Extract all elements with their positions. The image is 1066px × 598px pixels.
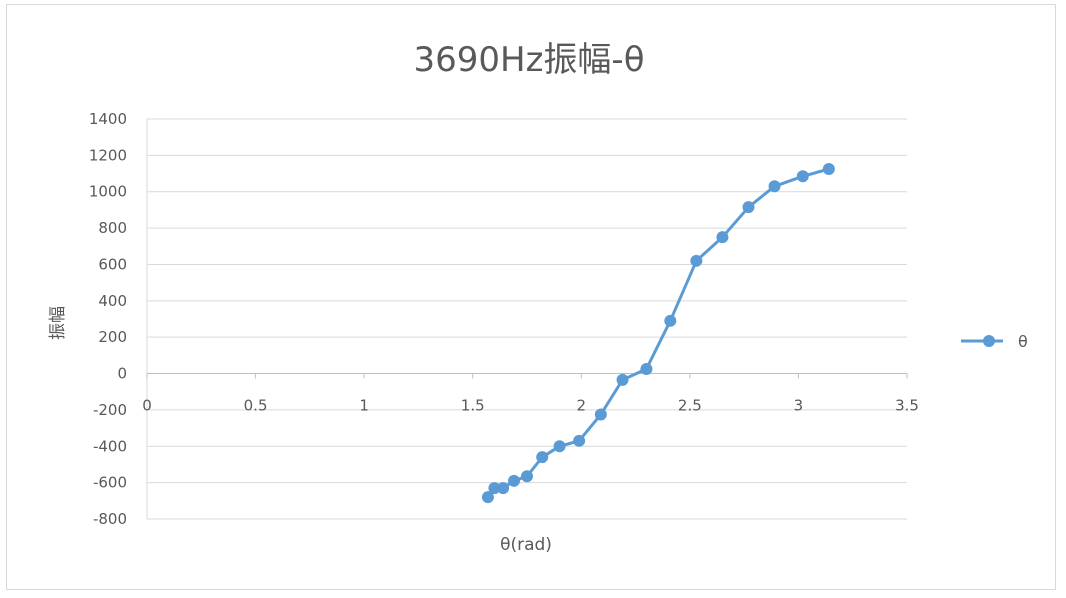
y-tick-label: -800 bbox=[93, 510, 127, 528]
legend-label: θ bbox=[1018, 332, 1028, 351]
y-axis-title: 振幅 bbox=[48, 306, 68, 340]
data-point bbox=[716, 231, 729, 244]
x-tick-label: 2 bbox=[577, 397, 587, 415]
data-point bbox=[521, 470, 533, 483]
data-point bbox=[553, 440, 566, 453]
data-point bbox=[796, 170, 809, 183]
data-point bbox=[822, 163, 835, 175]
y-tick-label: 600 bbox=[98, 255, 127, 273]
legend: θ bbox=[961, 332, 1028, 351]
data-point bbox=[481, 491, 494, 504]
data-point bbox=[497, 482, 510, 495]
x-tick-label: 1 bbox=[359, 397, 369, 415]
y-tick-label: 200 bbox=[98, 328, 127, 346]
y-tick-label: -400 bbox=[93, 437, 127, 455]
y-tick-label: 1400 bbox=[89, 110, 127, 128]
data-point bbox=[664, 314, 677, 327]
data-point bbox=[640, 363, 653, 375]
chart-area: 3690Hz振幅-θ 1400 1200 1000 800 600 400 200 0 -200… bbox=[6, 4, 1056, 590]
legend-marker-swatch bbox=[983, 335, 995, 347]
x-tick-label: 2.5 bbox=[678, 397, 702, 415]
chart-title: 3690Hz振幅-θ bbox=[413, 40, 644, 80]
series-line bbox=[486, 167, 830, 499]
chart-svg: 3690Hz振幅-θ 1400 1200 1000 800 600 400 200 0 -200… bbox=[48, 40, 1028, 555]
data-point bbox=[488, 482, 501, 495]
y-tick-label: 1200 bbox=[89, 146, 127, 164]
gridlines bbox=[146, 118, 908, 520]
x-tick-label: 0.5 bbox=[244, 397, 268, 415]
y-tick-label: -600 bbox=[93, 474, 127, 492]
data-point bbox=[573, 434, 586, 447]
x-tick-label: 0 bbox=[142, 397, 152, 415]
x-axis-title: θ(rad) bbox=[500, 535, 552, 555]
x-tick-label: 1.5 bbox=[461, 397, 485, 415]
data-point bbox=[594, 408, 607, 421]
y-tick-label: -200 bbox=[93, 401, 127, 419]
x-axis-ticks: 0 0.5 1 1.5 2 2.5 3 3.5 bbox=[142, 397, 919, 415]
data-point bbox=[742, 201, 755, 214]
data-point bbox=[616, 373, 629, 386]
data-series bbox=[481, 163, 835, 504]
data-point bbox=[768, 180, 781, 193]
data-point bbox=[690, 254, 703, 267]
x-tick-label: 3 bbox=[794, 397, 804, 415]
y-axis-ticks: 1400 1200 1000 800 600 400 200 0 -200 -400 -600 -80… bbox=[89, 110, 127, 528]
y-tick-label: 400 bbox=[98, 292, 127, 310]
data-point bbox=[536, 451, 549, 464]
y-tick-label: 1000 bbox=[89, 183, 127, 201]
data-point bbox=[507, 474, 520, 487]
x-tick-label: 3.5 bbox=[895, 397, 919, 415]
y-tick-label: 800 bbox=[98, 219, 127, 237]
y-tick-label: 0 bbox=[117, 365, 127, 383]
